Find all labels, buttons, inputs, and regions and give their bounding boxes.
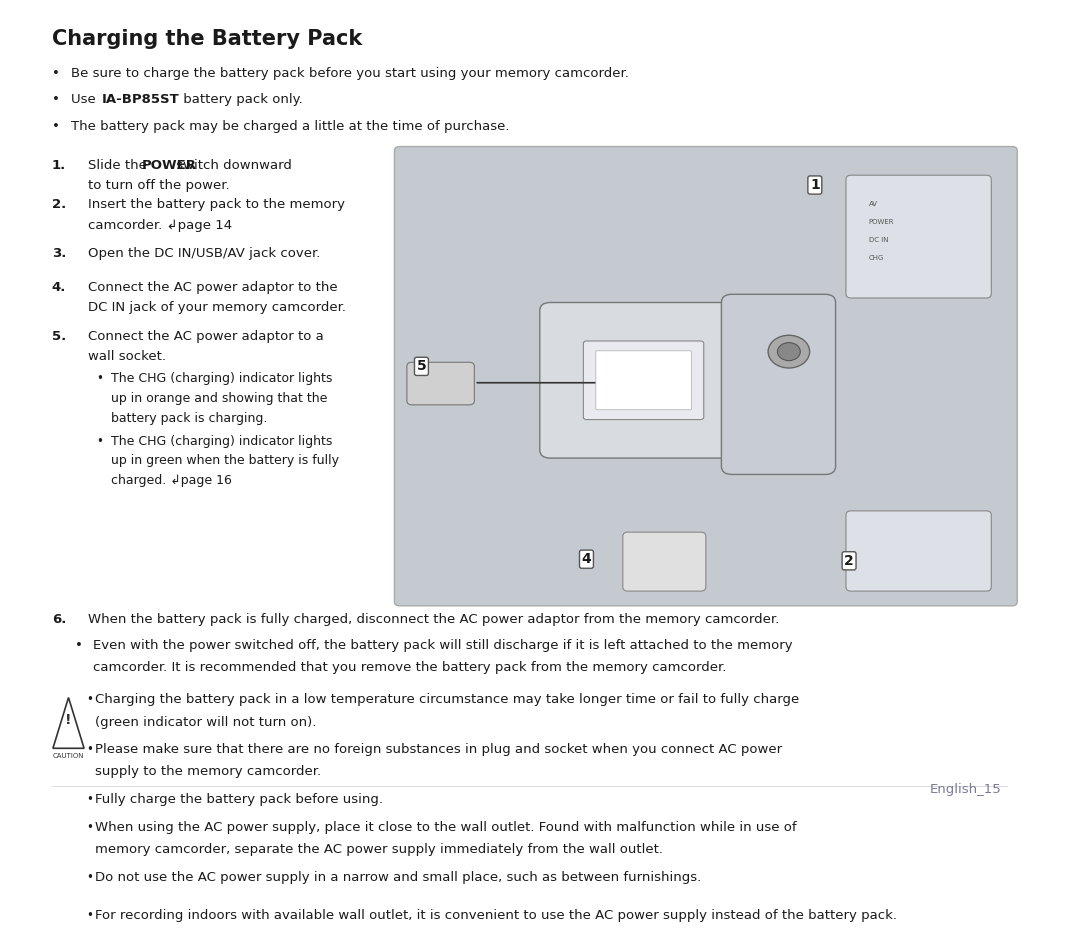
Text: The CHG (charging) indicator lights: The CHG (charging) indicator lights (111, 372, 333, 385)
Text: CAUTION: CAUTION (53, 753, 84, 759)
Text: English_15: English_15 (930, 783, 1001, 796)
Text: POWER: POWER (868, 219, 894, 225)
Text: 4.: 4. (52, 281, 66, 294)
Text: •: • (86, 693, 93, 706)
Text: Charging the Battery Pack: Charging the Battery Pack (52, 29, 362, 49)
Text: charged. ↲page 16: charged. ↲page 16 (111, 474, 232, 487)
Text: 1: 1 (810, 178, 820, 192)
FancyBboxPatch shape (50, 913, 85, 933)
FancyBboxPatch shape (846, 175, 991, 298)
Text: •: • (52, 119, 59, 132)
Text: supply to the memory camcorder.: supply to the memory camcorder. (95, 765, 322, 778)
Text: DC IN: DC IN (868, 237, 889, 243)
Text: (green indicator will not turn on).: (green indicator will not turn on). (95, 716, 316, 729)
Text: Please make sure that there are no foreign substances in plug and socket when yo: Please make sure that there are no forei… (95, 744, 783, 757)
Text: memory camcorder, separate the AC power supply immediately from the wall outlet.: memory camcorder, separate the AC power … (95, 843, 663, 856)
Text: battery pack is charging.: battery pack is charging. (111, 411, 268, 425)
Text: IA-BP85ST: IA-BP85ST (102, 93, 179, 106)
Polygon shape (53, 698, 84, 748)
FancyBboxPatch shape (623, 532, 706, 592)
Text: •: • (52, 93, 59, 106)
Text: AV: AV (868, 201, 878, 207)
Text: When using the AC power supply, place it close to the wall outlet. Found with ma: When using the AC power supply, place it… (95, 821, 797, 834)
Text: 6.: 6. (52, 613, 66, 626)
FancyBboxPatch shape (596, 351, 691, 410)
Text: battery pack only.: battery pack only. (178, 93, 302, 106)
FancyBboxPatch shape (721, 294, 836, 475)
Text: to turn off the power.: to turn off the power. (89, 179, 230, 192)
Text: Use: Use (70, 93, 99, 106)
Text: For recording indoors with available wall outlet, it is convenient to use the AC: For recording indoors with available wal… (95, 909, 897, 922)
FancyBboxPatch shape (540, 302, 768, 458)
Text: DC IN jack of your memory camcorder.: DC IN jack of your memory camcorder. (89, 301, 347, 314)
Text: 3.: 3. (52, 247, 66, 260)
Circle shape (778, 342, 800, 361)
Text: Even with the power switched off, the battery pack will still discharge if it is: Even with the power switched off, the ba… (93, 639, 793, 652)
Text: Slide the: Slide the (89, 159, 151, 172)
Text: up in orange and showing that the: up in orange and showing that the (111, 392, 327, 405)
Circle shape (768, 335, 810, 368)
Text: •: • (96, 435, 104, 448)
Text: wall socket.: wall socket. (89, 350, 166, 363)
Text: Fully charge the battery pack before using.: Fully charge the battery pack before usi… (95, 793, 383, 806)
Text: camcorder. ↲page 14: camcorder. ↲page 14 (89, 218, 232, 231)
Text: The CHG (charging) indicator lights: The CHG (charging) indicator lights (111, 435, 333, 448)
Text: •: • (75, 639, 82, 652)
FancyBboxPatch shape (583, 341, 704, 420)
Text: 4: 4 (582, 552, 592, 566)
Text: 1.: 1. (52, 159, 66, 172)
Text: •: • (86, 793, 93, 806)
Text: Do not use the AC power supply in a narrow and small place, such as between furn: Do not use the AC power supply in a narr… (95, 871, 702, 884)
FancyBboxPatch shape (394, 146, 1017, 606)
Text: •: • (86, 744, 93, 757)
Text: 5.: 5. (52, 329, 66, 342)
Text: Connect the AC power adaptor to a: Connect the AC power adaptor to a (89, 329, 324, 342)
Text: 2.: 2. (52, 198, 66, 211)
Text: •: • (52, 67, 59, 80)
Text: •: • (96, 372, 104, 385)
Text: The battery pack may be charged a little at the time of purchase.: The battery pack may be charged a little… (70, 119, 509, 132)
FancyBboxPatch shape (407, 362, 474, 405)
Text: POWER: POWER (143, 159, 198, 172)
FancyBboxPatch shape (846, 511, 991, 592)
Text: Be sure to charge the battery pack before you start using your memory camcorder.: Be sure to charge the battery pack befor… (70, 67, 629, 80)
Text: Open the DC IN/USB/AV jack cover.: Open the DC IN/USB/AV jack cover. (89, 247, 321, 260)
Text: 3: 3 (599, 373, 609, 387)
Text: camcorder. It is recommended that you remove the battery pack from the memory ca: camcorder. It is recommended that you re… (93, 661, 727, 674)
Text: !: ! (65, 713, 71, 727)
Text: Insert the battery pack to the memory: Insert the battery pack to the memory (89, 198, 346, 211)
Text: Connect the AC power adaptor to the: Connect the AC power adaptor to the (89, 281, 338, 294)
Text: •: • (86, 909, 93, 922)
Text: 5: 5 (417, 359, 427, 373)
Text: When the battery pack is fully charged, disconnect the AC power adaptor from the: When the battery pack is fully charged, … (89, 613, 780, 626)
Text: •: • (86, 821, 93, 834)
Text: Charging the battery pack in a low temperature circumstance may take longer time: Charging the battery pack in a low tempe… (95, 693, 800, 706)
Text: 2: 2 (845, 554, 854, 568)
Text: •: • (86, 871, 93, 884)
Text: CHG: CHG (868, 255, 885, 261)
Text: switch downward: switch downward (173, 159, 293, 172)
Text: up in green when the battery is fully: up in green when the battery is fully (111, 454, 339, 467)
